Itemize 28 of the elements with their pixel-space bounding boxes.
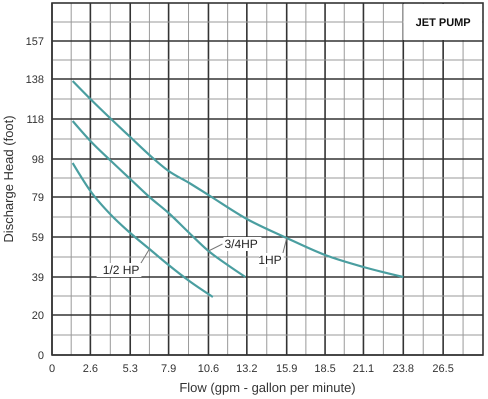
text: JET PUMP <box>416 17 471 29</box>
x-tick-label: 10.6 <box>198 363 220 375</box>
x-axis-title: Flow (gpm - gallon per minute) <box>179 380 356 395</box>
series-label: 3/4HP <box>224 237 258 251</box>
y-tick-label: 98 <box>32 154 44 166</box>
x-tick-label: 0 <box>48 363 56 375</box>
x-tick-label: 15.9 <box>276 363 298 375</box>
y-axis-title: Discharge Head (foot) <box>1 115 16 243</box>
y-tick-label: 39 <box>32 272 44 284</box>
x-tick-label: 2.6 <box>82 363 98 375</box>
y-tick-label: 59 <box>32 232 44 244</box>
x-tick-label: 23.8 <box>392 363 414 375</box>
series-label: 1HP <box>258 253 282 267</box>
series-label: 1/2 HP <box>102 263 140 277</box>
x-tick-label: 21.1 <box>352 363 374 375</box>
line-series <box>72 162 214 298</box>
line-series <box>72 80 404 278</box>
x-tick-label: 5.3 <box>122 363 138 375</box>
x-tick-label: 26.5 <box>432 363 454 375</box>
x-tick-label: 7.9 <box>160 363 176 375</box>
y-tick-label: 20 <box>32 310 44 322</box>
x-tick-label: 13.2 <box>236 363 258 375</box>
y-tick-label: 79 <box>32 192 44 204</box>
y-tick-label: 138 <box>26 74 44 86</box>
x-tick-label: 18.5 <box>314 363 336 375</box>
y-tick-label: 157 <box>26 36 44 48</box>
y-tick-label: 0 <box>38 350 44 362</box>
y-tick-label: 118 <box>26 114 44 126</box>
